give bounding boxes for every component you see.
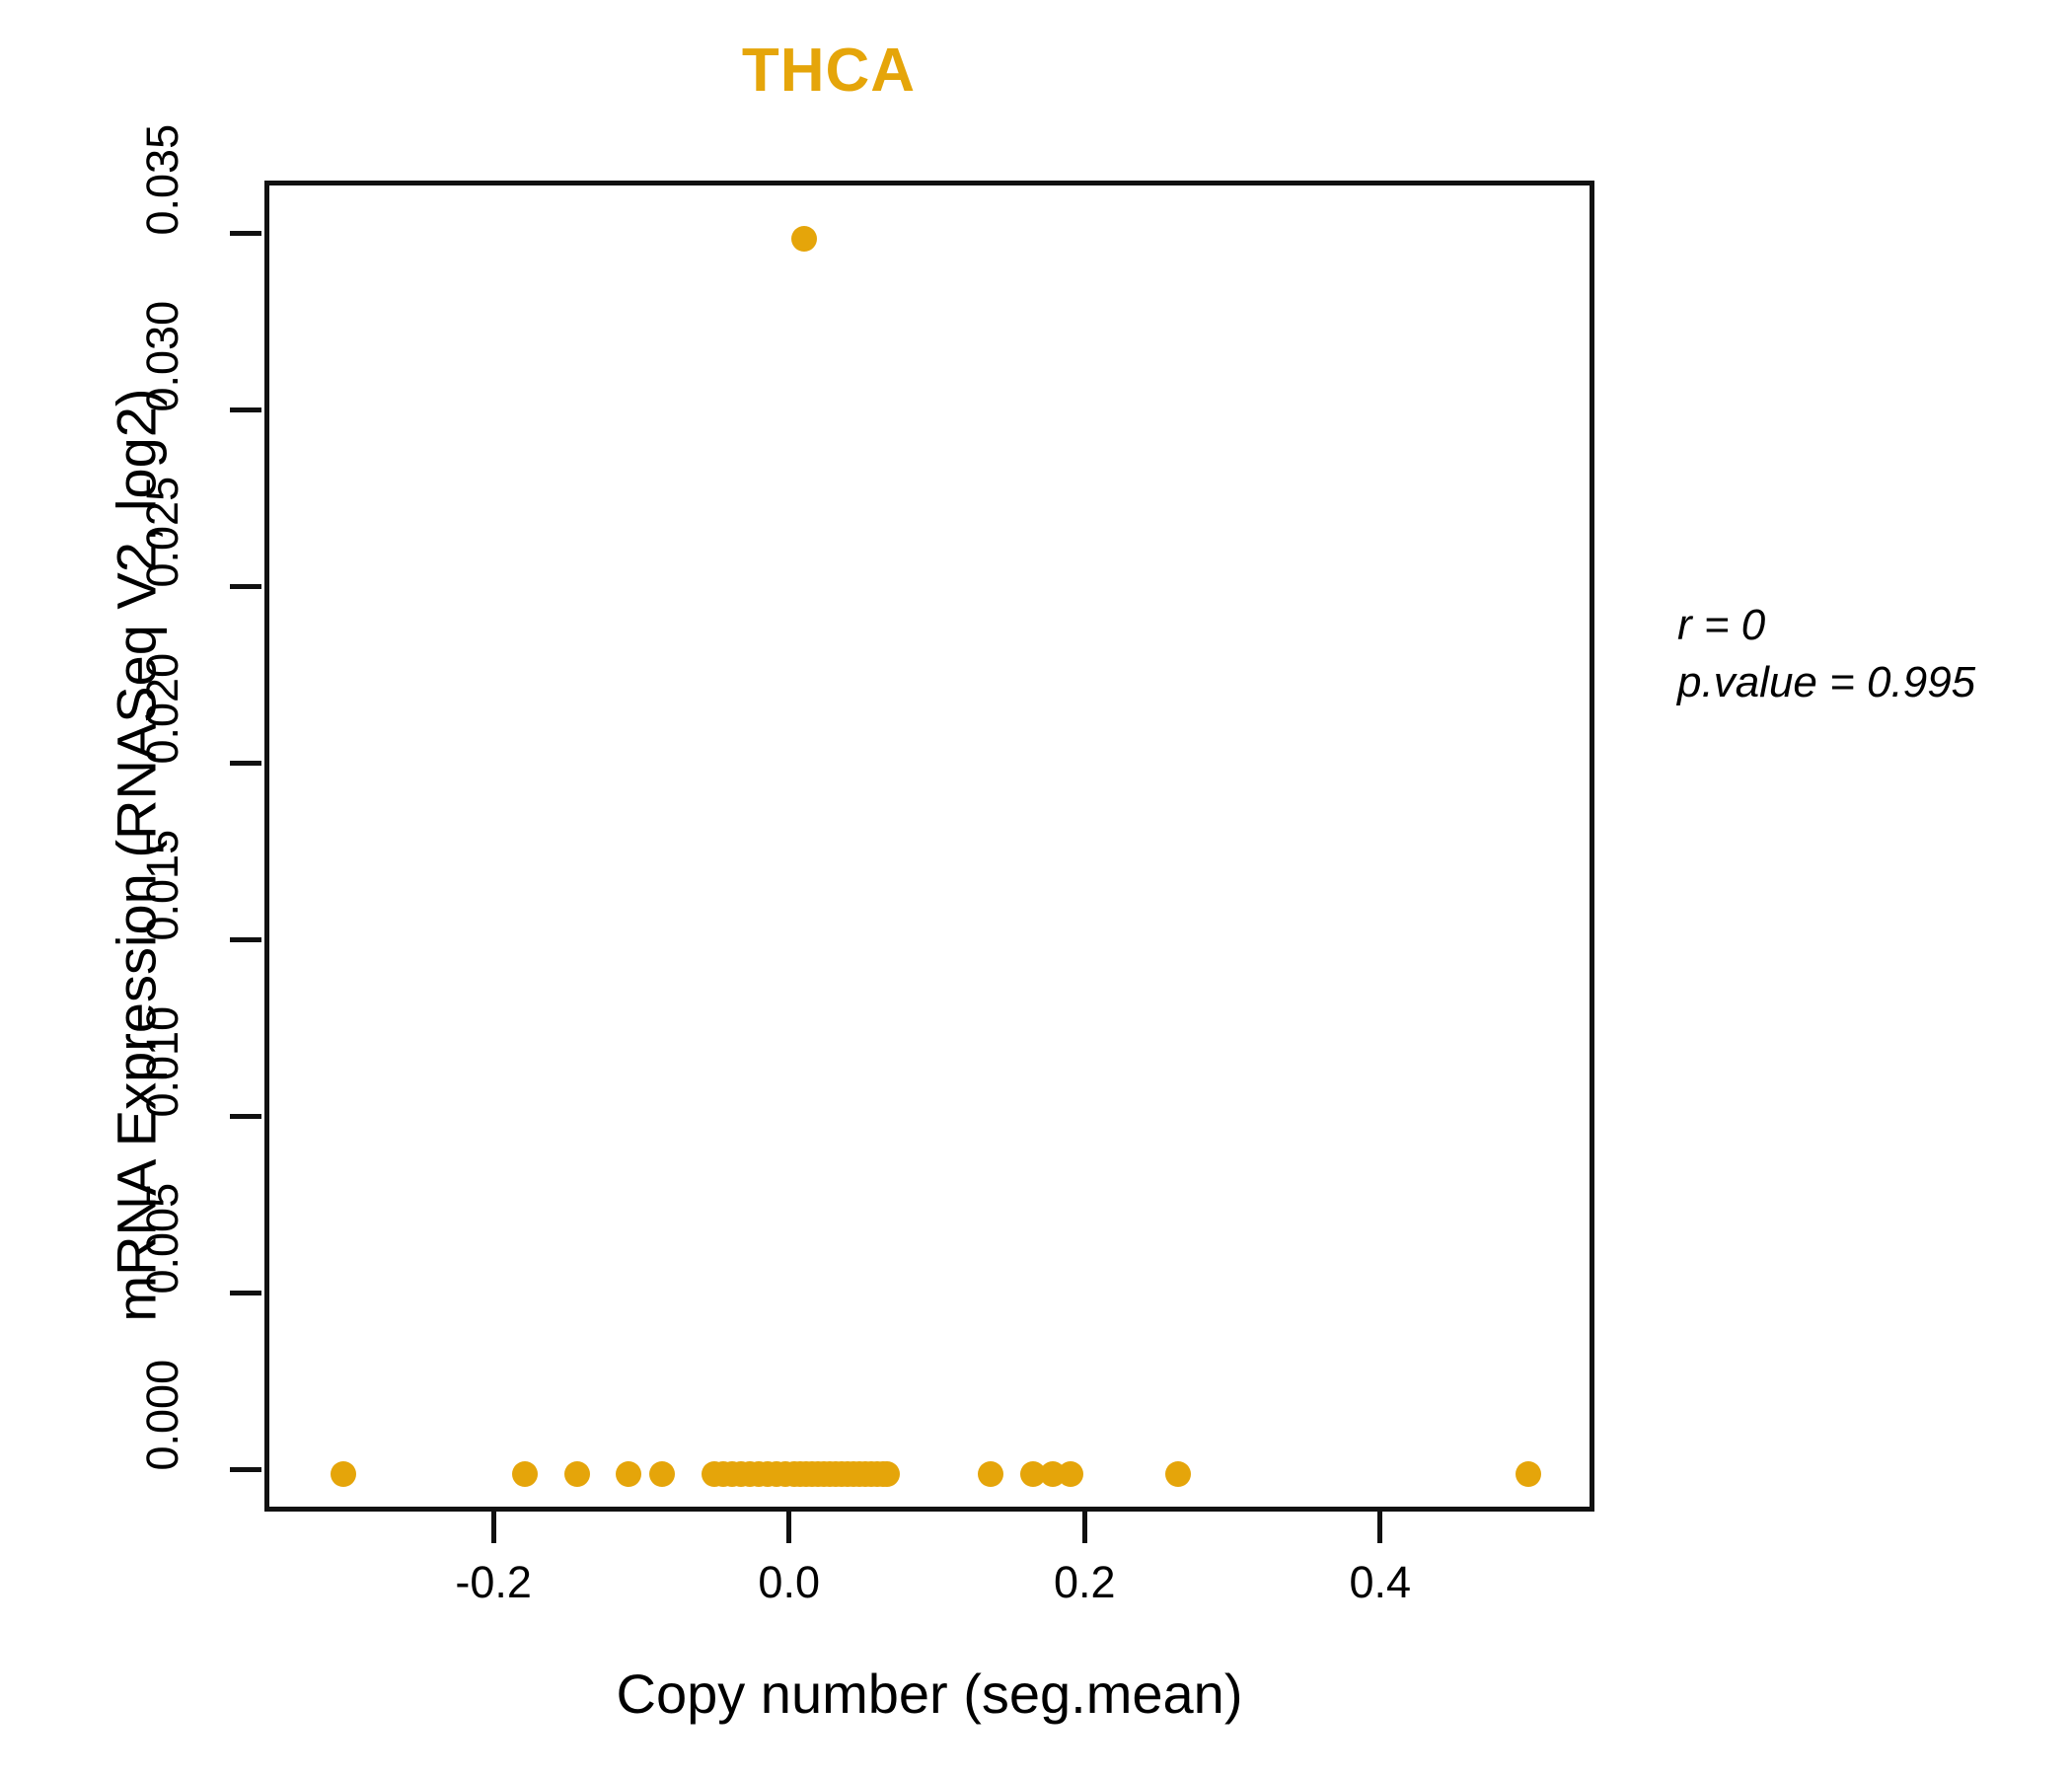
x-axis-tick-label: 0.4 (1349, 1557, 1412, 1607)
y-axis-tick-label: 0.005 (137, 1183, 187, 1295)
correlation-r-text: r = 0 (1677, 601, 1766, 649)
y-axis-tick-label: 0.035 (137, 123, 187, 236)
x-axis-tick-label: 0.0 (758, 1557, 820, 1607)
data-point (791, 225, 818, 252)
page-title: THCA (741, 37, 917, 105)
x-axis-tick (786, 1512, 792, 1543)
x-axis-tick (1081, 1512, 1087, 1543)
stats-annotation: r = 0 p.value = 0.995 (1677, 597, 1975, 711)
data-points-layer (269, 185, 1590, 1507)
y-axis-tick-label: 0.030 (137, 300, 187, 412)
y-axis-tick-label: 0.015 (137, 830, 187, 941)
data-point (1516, 1461, 1542, 1488)
data-point (874, 1461, 901, 1488)
y-axis-tick (230, 936, 261, 942)
data-point (615, 1461, 641, 1488)
plot-panel (264, 181, 1594, 1512)
x-axis-tick-label: 0.2 (1053, 1557, 1116, 1607)
y-axis-tick-label: 0.020 (137, 653, 187, 765)
y-axis-tick-label: 0.000 (137, 1359, 187, 1471)
y-axis-tick (230, 1290, 261, 1295)
x-axis-tick-label: -0.2 (455, 1557, 532, 1607)
y-axis-tick (230, 760, 261, 766)
y-axis-tick (230, 231, 261, 237)
data-point (977, 1461, 1003, 1488)
y-axis-tick (230, 1466, 261, 1472)
p-value-text: p.value = 0.995 (1677, 658, 1976, 707)
data-point (649, 1461, 676, 1488)
x-axis-tick (1377, 1512, 1383, 1543)
y-axis-tick-label: 0.010 (137, 1006, 187, 1118)
y-axis-tick (230, 407, 261, 413)
y-axis-tick (230, 583, 261, 589)
x-axis-title: Copy number (seg.mean) (616, 1663, 1243, 1725)
x-axis-tick (490, 1512, 496, 1543)
data-point (330, 1461, 356, 1488)
data-point (563, 1461, 590, 1488)
y-axis-tick (230, 1113, 261, 1119)
data-point (512, 1461, 539, 1488)
data-point (1165, 1461, 1192, 1488)
data-point (1057, 1461, 1083, 1488)
